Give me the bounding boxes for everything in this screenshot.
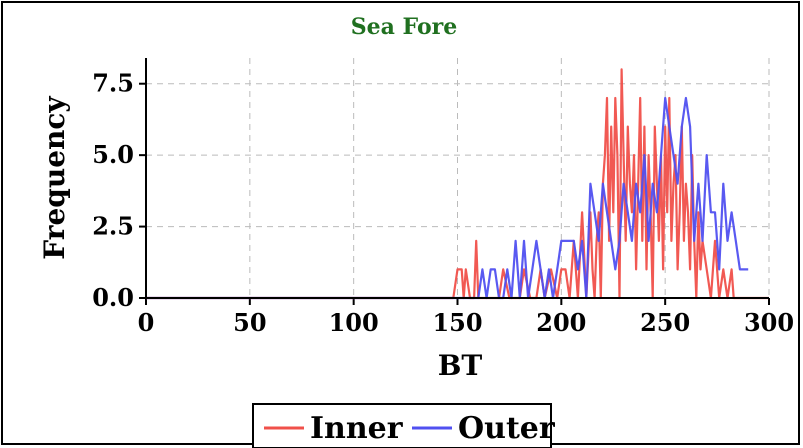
- legend: Inner Outer: [252, 403, 556, 448]
- legend-label-inner: Inner: [310, 411, 404, 446]
- grid-lines: [146, 58, 770, 298]
- chart-title: Sea Fore: [351, 14, 457, 40]
- y-axis-label: Frequency: [38, 96, 71, 260]
- x-tick-label: 50: [233, 308, 266, 337]
- x-tick-label: 100: [329, 308, 379, 337]
- legend-box: [252, 403, 552, 448]
- legend-label-outer: Outer: [458, 411, 556, 446]
- x-tick-label: 250: [640, 308, 690, 337]
- x-tick-label: 200: [536, 308, 586, 337]
- y-tick-label: 7.5: [92, 69, 134, 98]
- y-tick-label: 2.5: [92, 212, 134, 241]
- x-tick-labels: 0 50 100 150 200 250 300: [138, 298, 794, 337]
- y-tick-label: 0.0: [92, 283, 134, 312]
- y-tick-labels: 0.0 2.5 5.0 7.5: [92, 69, 146, 312]
- y-tick-label: 5.0: [92, 140, 134, 169]
- x-axis-label: BT: [438, 349, 483, 382]
- series-line-outer: [146, 96, 749, 300]
- x-tick-label: 150: [432, 308, 482, 337]
- x-tick-label: 300: [744, 308, 794, 337]
- x-tick-label: 0: [138, 308, 155, 337]
